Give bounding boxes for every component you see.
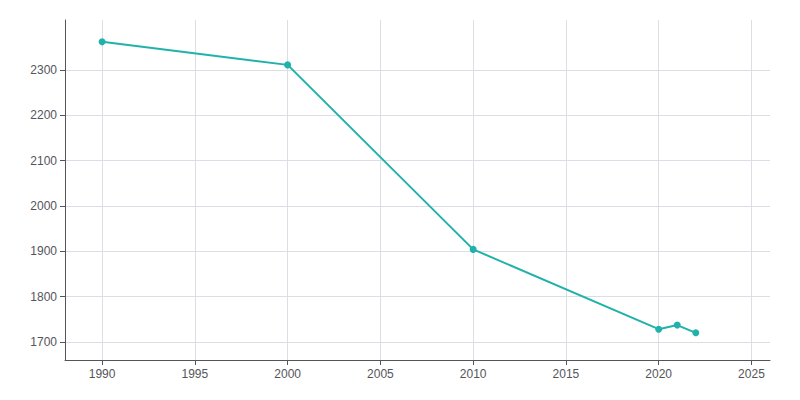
svg-text:2010: 2010 [460,367,487,381]
svg-text:2300: 2300 [30,63,57,77]
svg-text:1800: 1800 [30,290,57,304]
svg-text:2200: 2200 [30,108,57,122]
svg-text:2000: 2000 [274,367,301,381]
svg-text:1990: 1990 [89,367,116,381]
svg-text:1700: 1700 [30,335,57,349]
svg-text:2020: 2020 [645,367,672,381]
svg-text:1900: 1900 [30,244,57,258]
svg-text:2000: 2000 [30,199,57,213]
svg-text:1995: 1995 [182,367,209,381]
svg-text:2025: 2025 [738,367,765,381]
svg-text:2005: 2005 [367,367,394,381]
svg-text:2100: 2100 [30,154,57,168]
svg-text:2015: 2015 [553,367,580,381]
